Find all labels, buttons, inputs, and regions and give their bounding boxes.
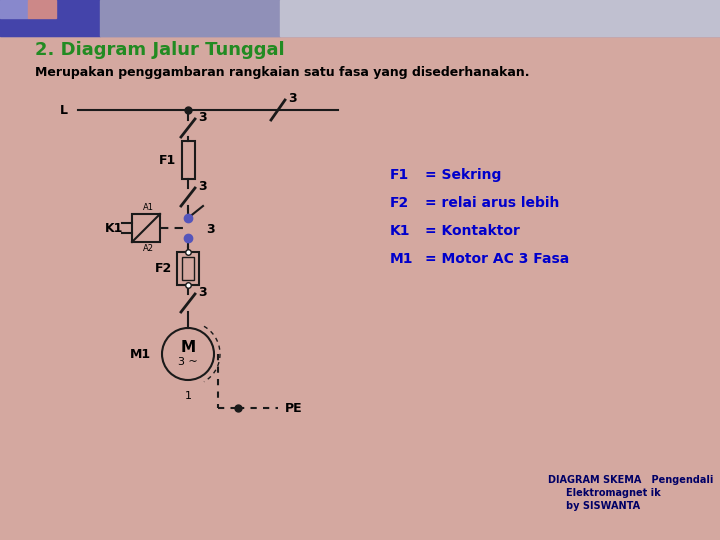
Text: DIAGRAM SKEMA   Pengendali: DIAGRAM SKEMA Pengendali	[548, 475, 714, 485]
Text: 3 ~: 3 ~	[178, 357, 198, 367]
Text: K1: K1	[390, 224, 410, 238]
Text: 3: 3	[198, 111, 207, 124]
Bar	[181, 141, 194, 179]
Text: = relai arus lebih: = relai arus lebih	[425, 196, 559, 210]
Text: F2: F2	[390, 196, 409, 210]
Text: 3: 3	[288, 92, 297, 105]
Text: 3: 3	[206, 223, 215, 236]
Text: Merupakan penggambaran rangkaian satu fasa yang disederhanakan.: Merupakan penggambaran rangkaian satu fa…	[35, 66, 529, 79]
Bar	[0, 0, 28, 18]
Text: M1: M1	[390, 252, 413, 266]
Text: 3: 3	[198, 286, 207, 299]
Text: 2. Diagram Jalur Tunggal: 2. Diagram Jalur Tunggal	[35, 41, 284, 59]
Text: F2: F2	[155, 262, 172, 275]
Text: 3: 3	[198, 180, 207, 193]
Text: A1: A1	[143, 203, 153, 212]
Bar	[28, 0, 56, 18]
Text: = Sekring: = Sekring	[425, 168, 501, 182]
Bar	[177, 252, 199, 285]
Bar	[280, 0, 720, 36]
Text: A2: A2	[143, 244, 153, 253]
Text: F1: F1	[159, 153, 176, 166]
Text: PE: PE	[285, 402, 302, 415]
Text: M1: M1	[130, 348, 150, 361]
Text: L: L	[60, 104, 68, 117]
Text: by SISWANTA: by SISWANTA	[566, 501, 640, 511]
Text: M: M	[181, 340, 196, 354]
Text: Elektromagnet ik: Elektromagnet ik	[566, 488, 661, 498]
Text: K1: K1	[105, 221, 123, 234]
Bar	[100, 0, 280, 36]
Text: = Motor AC 3 Fasa: = Motor AC 3 Fasa	[425, 252, 570, 266]
Bar	[0, 0, 720, 36]
Text: F1: F1	[390, 168, 409, 182]
Bar	[182, 257, 194, 280]
Text: 1: 1	[184, 391, 192, 401]
Text: = Kontaktor: = Kontaktor	[425, 224, 520, 238]
Bar	[132, 214, 160, 242]
Bar	[0, 0, 100, 36]
